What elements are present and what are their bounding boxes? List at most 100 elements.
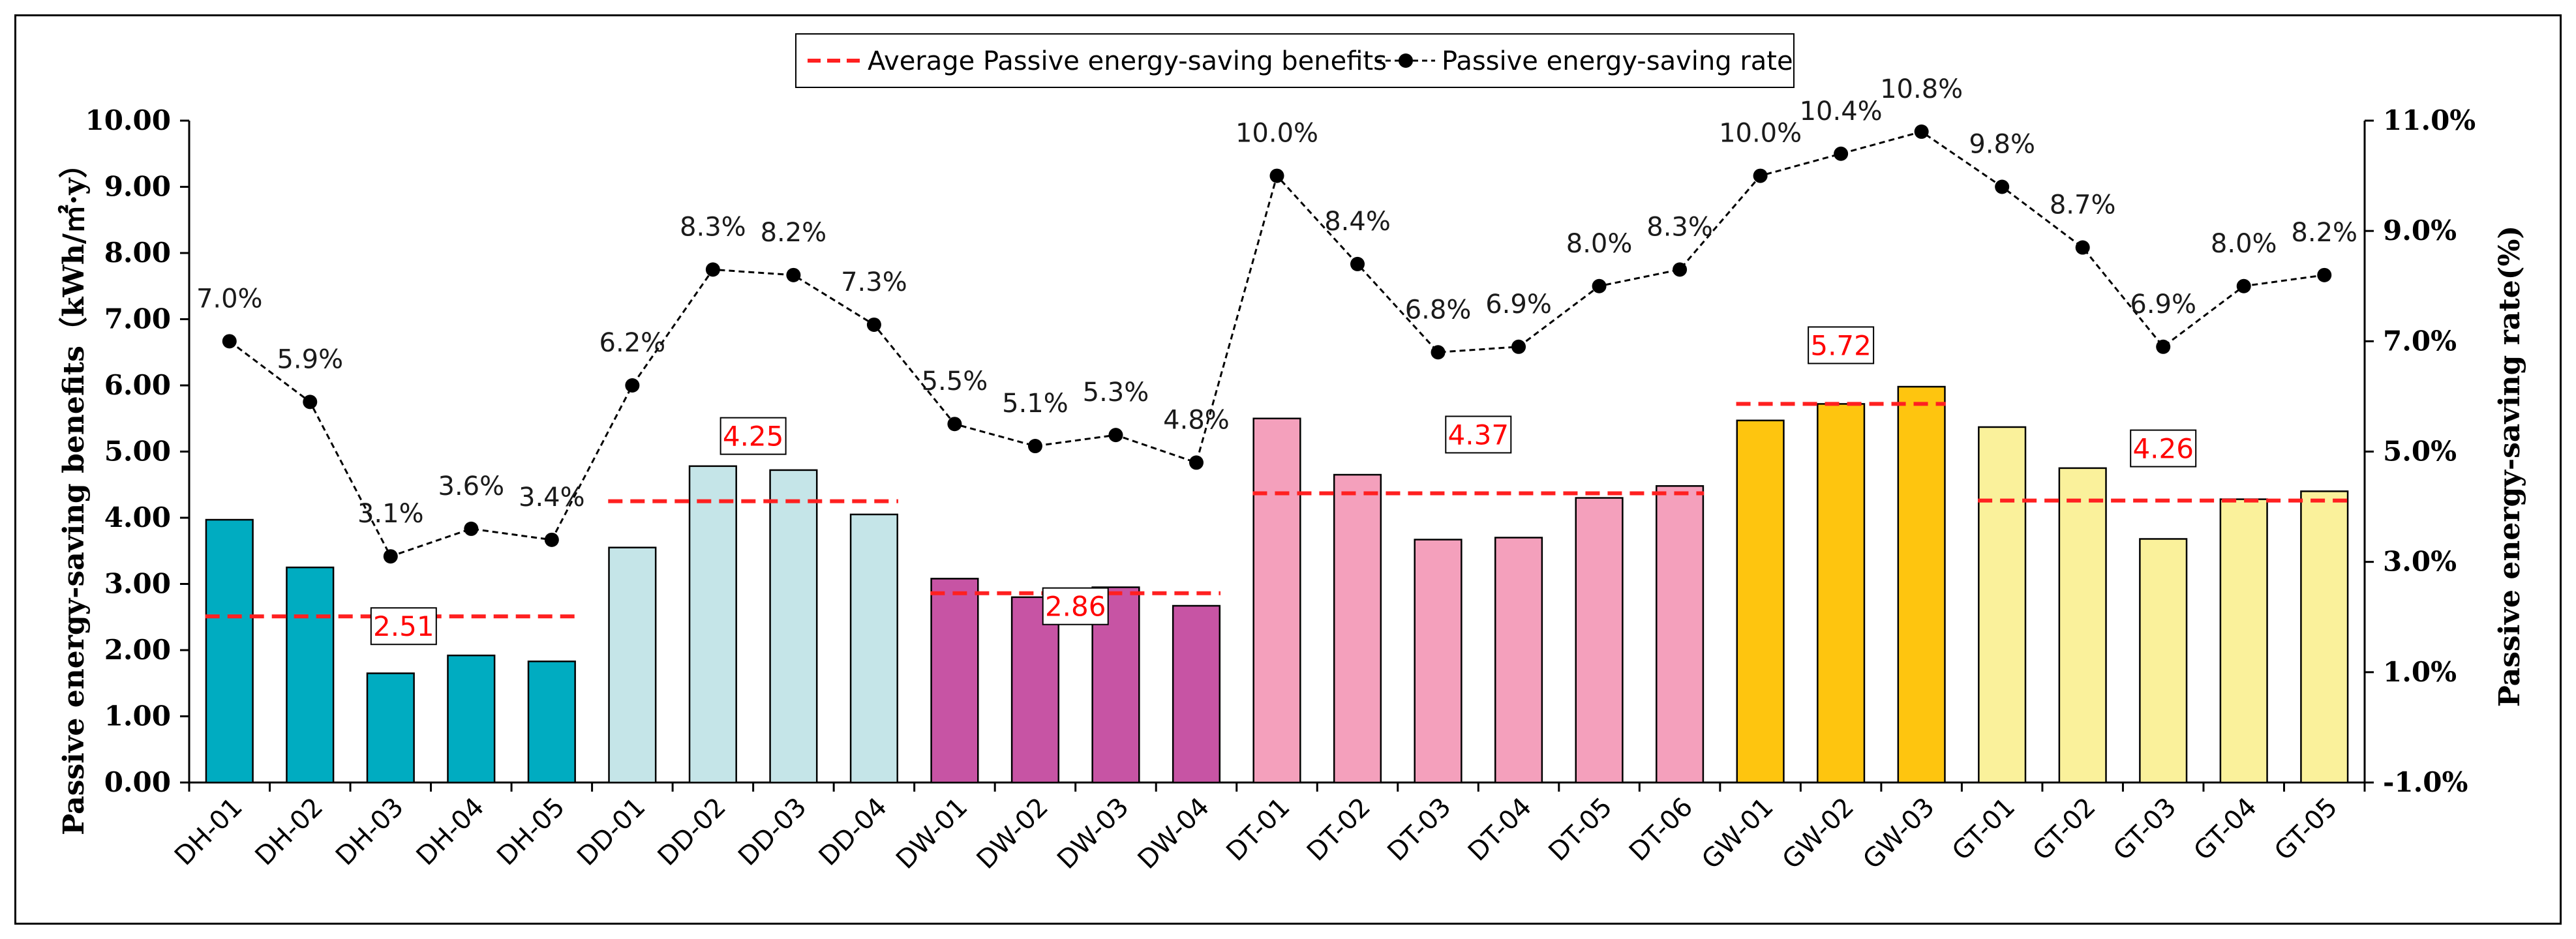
legend-box	[795, 33, 1795, 88]
x-tick-label: DH-02	[250, 792, 329, 872]
bar-dw-02	[1010, 596, 1060, 784]
legend-average-label: Average Passive energy-saving benefits	[868, 46, 1387, 76]
rate-label: 5.3%	[1083, 378, 1149, 408]
rate-point	[1511, 339, 1526, 354]
rate-label: 8.3%	[680, 212, 746, 242]
rate-point	[1673, 262, 1688, 277]
x-tick-label: DT-06	[1624, 792, 1699, 867]
x-tick-label: DT-03	[1382, 792, 1457, 867]
bar-dw-01	[930, 578, 979, 784]
rate-label: 10.0%	[1719, 119, 1802, 149]
rate-label: 5.5%	[922, 366, 988, 396]
x-tick-label: DH-05	[491, 792, 571, 872]
y-left-tick-label: 7.00	[104, 303, 171, 335]
bar-gw-02	[1817, 403, 1866, 784]
rate-point	[1108, 428, 1123, 443]
average-label: 5.72	[1810, 329, 1871, 361]
bar-dd-03	[769, 469, 818, 784]
y-left-tick-label: 3.00	[104, 568, 171, 600]
rate-label: 6.9%	[1485, 290, 1552, 320]
x-tick-label: DD-01	[571, 792, 651, 872]
x-tick-label: GT-01	[1947, 792, 2021, 867]
legend-rate-marker	[1399, 53, 1413, 68]
x-tick-label: DW-01	[890, 792, 973, 875]
rate-point	[1269, 168, 1284, 183]
rate-point	[947, 417, 962, 432]
x-tick-label: GW-02	[1777, 792, 1860, 875]
rate-point	[303, 395, 318, 410]
y-left-tick-label: 6.00	[104, 369, 171, 401]
x-tick-label: DD-02	[652, 792, 732, 872]
bar-dd-04	[849, 513, 898, 784]
rate-point	[1592, 278, 1607, 293]
average-label: 4.37	[1448, 419, 1509, 451]
rate-label: 8.0%	[1566, 229, 1633, 259]
y-left-tick-label: 5.00	[104, 436, 171, 468]
bar-dt-04	[1494, 537, 1543, 784]
rate-label: 5.1%	[1002, 389, 1068, 419]
rate-label: 3.6%	[438, 471, 505, 501]
x-tick-label: DH-01	[169, 792, 249, 872]
rate-series: 7.0% 5.9% 3.1% 3.6% 3.4% 6.2% 8.3% 8.2% 7.3% 5.5%…	[196, 74, 2357, 564]
bar-dh-04	[447, 654, 496, 784]
average-label: 2.86	[1045, 591, 1106, 623]
bar-dd-01	[608, 546, 657, 784]
bar-dt-02	[1333, 473, 1382, 784]
x-tick-label: DT-05	[1543, 792, 1618, 867]
y-right-tick-label: 1.0%	[2383, 656, 2457, 688]
x-tick-label: GW-03	[1857, 792, 1940, 875]
y-right-tick-label: 5.0%	[2383, 436, 2457, 468]
rate-label: 10.4%	[1800, 97, 1883, 127]
rate-point	[1027, 439, 1042, 454]
y-left-tick-label: 4.00	[104, 501, 171, 533]
rate-label: 5.9%	[277, 344, 343, 374]
rate-label: 8.2%	[2291, 218, 2357, 248]
legend-rate-label: Passive energy-saving rate	[1442, 46, 1793, 76]
bar-dh-01	[205, 518, 254, 784]
x-tick-label: GT-04	[2188, 792, 2262, 867]
rate-label: 8.0%	[2211, 229, 2277, 259]
rate-label: 8.4%	[1324, 207, 1391, 237]
rate-point	[2156, 339, 2171, 354]
rate-label: 8.2%	[761, 218, 827, 248]
y-left-tick-label: 9.00	[104, 171, 171, 203]
y-right-tick-label: 7.0%	[2383, 325, 2457, 357]
average-label-box	[1445, 415, 1512, 454]
rate-label: 10.0%	[1235, 119, 1318, 149]
bar-dt-01	[1252, 417, 1301, 784]
x-tick-label: DW-02	[971, 792, 1054, 875]
rate-point	[1995, 179, 2010, 194]
x-tick-label: GT-03	[2108, 792, 2182, 867]
x-tick-label: GW-01	[1696, 792, 1779, 875]
bar-dt-03	[1414, 539, 1462, 784]
bar-dt-06	[1656, 485, 1705, 784]
x-tick-label: DW-03	[1052, 792, 1134, 875]
rate-point	[1834, 146, 1849, 161]
y-left-tick-label: 8.00	[104, 237, 171, 269]
rate-point	[544, 532, 559, 547]
bar-dh-03	[366, 672, 415, 784]
rate-point	[1431, 345, 1446, 360]
average-label: 4.26	[2132, 433, 2194, 465]
bar-gt-05	[2300, 490, 2349, 784]
rate-point	[866, 317, 881, 332]
average-label-box	[1808, 326, 1875, 365]
average-label: 2.51	[373, 610, 434, 642]
average-label-box	[1042, 587, 1109, 625]
rate-point	[786, 267, 801, 282]
rate-point	[2317, 267, 2332, 282]
average-label: 4.25	[723, 421, 784, 453]
rate-point	[2236, 278, 2251, 293]
rate-point	[2075, 240, 2090, 255]
bar-dd-02	[688, 465, 737, 784]
rate-label: 6.9%	[2130, 290, 2196, 320]
rate-label: 8.3%	[1646, 212, 1713, 242]
x-tick-label: DT-04	[1462, 792, 1538, 867]
bar-gt-03	[2139, 538, 2188, 784]
rate-label: 7.0%	[196, 284, 263, 314]
bar-gt-02	[2058, 467, 2107, 784]
rate-label: 6.8%	[1405, 295, 1472, 325]
rate-label: 9.8%	[1969, 130, 2035, 160]
bar-dh-02	[286, 566, 335, 784]
y-right-tick-label: 3.0%	[2383, 546, 2457, 578]
